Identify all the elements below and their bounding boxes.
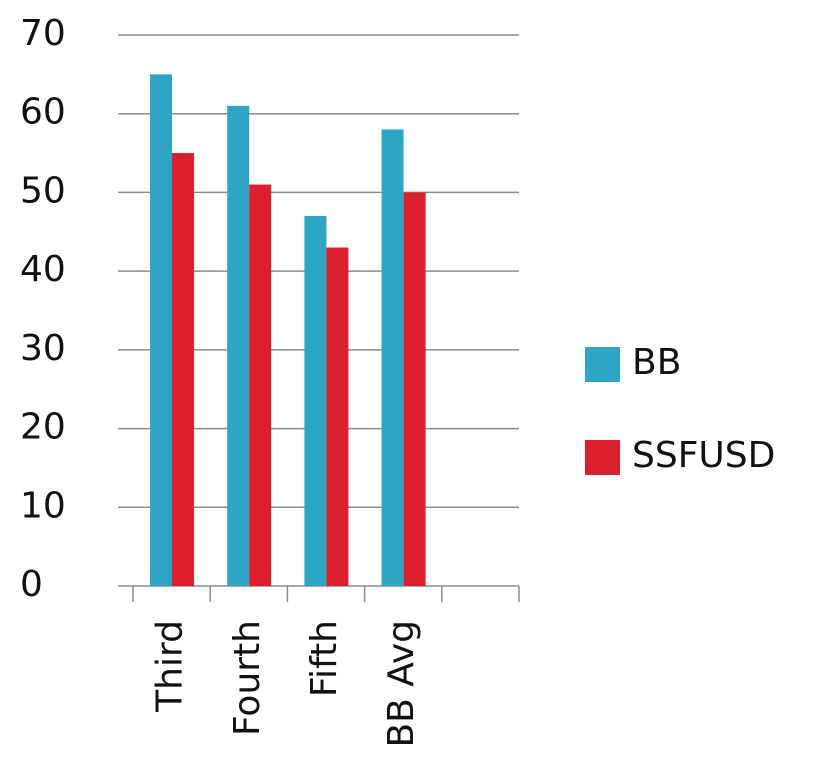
bar: [403, 192, 426, 586]
bar: [326, 247, 349, 586]
x-tick-label: Third: [150, 620, 191, 713]
bar: [150, 74, 172, 586]
y-tick-label: 0: [20, 564, 43, 605]
x-tick-label: Fifth: [304, 620, 345, 697]
bar: [381, 129, 404, 586]
y-tick-label: 70: [20, 13, 66, 54]
x-tick-label: Fourth: [227, 620, 268, 736]
y-tick-label: 40: [20, 249, 66, 290]
bar: [249, 184, 272, 587]
legend-swatch: [585, 440, 620, 475]
y-tick-label: 50: [20, 170, 66, 211]
x-tick-label: BB Avg: [381, 620, 422, 748]
y-tick-label: 30: [20, 328, 66, 369]
bar: [227, 105, 250, 586]
y-tick-label: 60: [20, 92, 66, 133]
bar: [304, 216, 327, 587]
legend-swatch: [585, 347, 620, 382]
bar: [172, 153, 194, 587]
y-tick-label: 20: [20, 407, 66, 448]
legend-label: SSFUSD: [632, 435, 775, 476]
legend-label: BB: [632, 342, 681, 383]
y-tick-label: 10: [20, 485, 66, 526]
